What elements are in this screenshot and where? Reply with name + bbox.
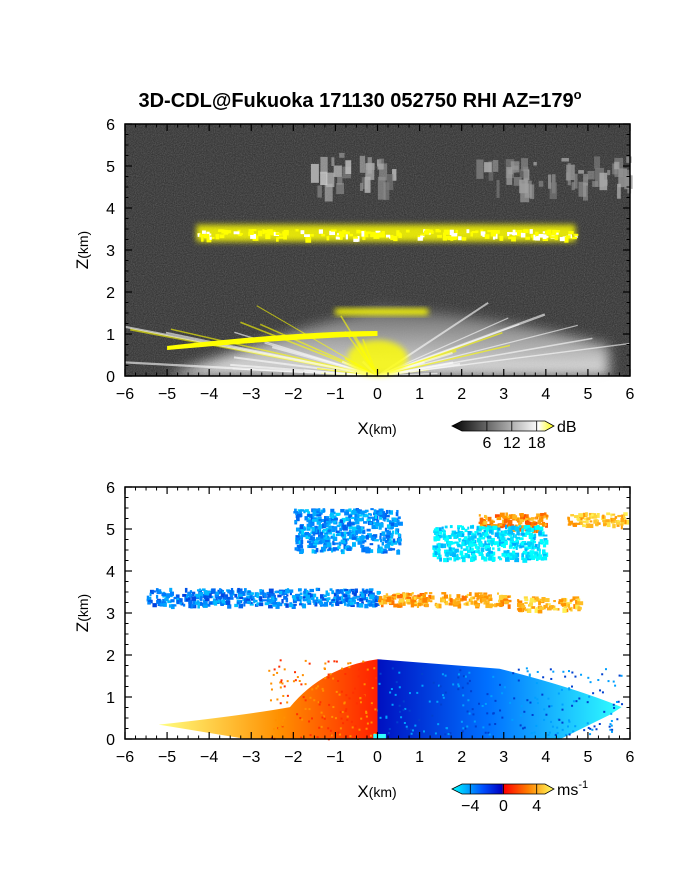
- velocity-panel: −6 −5 −4 −3 −2 −1 0 1 2 3 4 5 6 0 1 2 3 4 5 6 X(km) Z(km) m…: [73, 480, 635, 815]
- velocity-x-tick-label: 5: [583, 749, 592, 766]
- reflectivity-y-tick-label: 3: [106, 243, 115, 260]
- reflectivity-x-tick-label: 3: [499, 386, 508, 403]
- reflectivity-y-tick-label: 6: [106, 117, 115, 134]
- reflectivity-colorbar-tick-label: 6: [482, 435, 491, 452]
- velocity-colorbar-tick-label: 4: [532, 798, 541, 815]
- velocity-colorbar: ms-1 −4 0 4: [451, 779, 588, 815]
- reflectivity-x-tick-label: −5: [158, 386, 176, 403]
- reflectivity-ticks: −6 −5 −4 −3 −2 −1 0 1 2 3 4 5 6 0 1 2 3 4 5 6: [106, 117, 634, 403]
- velocity-colorbar-tick-label: 0: [499, 798, 508, 815]
- velocity-y-tick-label: 3: [106, 606, 115, 623]
- reflectivity-x-tick-label: 2: [457, 386, 466, 403]
- reflectivity-x-tick-label: −4: [200, 386, 218, 403]
- reflectivity-x-tick-label: 6: [626, 386, 635, 403]
- reflectivity-y-tick-label: 2: [106, 285, 115, 302]
- velocity-x-tick-label: −1: [326, 749, 344, 766]
- reflectivity-x-tick-label: 5: [583, 386, 592, 403]
- velocity-colorbar-tick-label: −4: [461, 798, 479, 815]
- velocity-layer-3km-west: [146, 587, 381, 610]
- velocity-field: [146, 508, 630, 741]
- reflectivity-x-tick-label: 1: [415, 386, 424, 403]
- velocity-upper-cloud-far-east: [567, 512, 630, 530]
- velocity-y-axis-label: Z(km): [73, 594, 92, 632]
- velocity-boundary-layer-pos-x: [373, 659, 624, 739]
- reflectivity-x-tick-label: −2: [284, 386, 302, 403]
- velocity-x-tick-label: −3: [242, 749, 260, 766]
- reflectivity-x-tick-label: −1: [326, 386, 344, 403]
- velocity-layer-3km-east: [377, 592, 512, 609]
- reflectivity-boundary-layer: [84, 301, 645, 378]
- reflectivity-x-axis-label: X(km): [357, 419, 396, 438]
- reflectivity-colorbar-bar: [451, 420, 555, 432]
- velocity-layer-3km-far-east: [516, 596, 584, 614]
- velocity-y-tick-label: 6: [106, 480, 115, 497]
- velocity-y-tick-label: 2: [106, 648, 115, 665]
- velocity-x-tick-label: 2: [457, 749, 466, 766]
- velocity-x-tick-label: −4: [200, 749, 218, 766]
- reflectivity-cloud-layer: [310, 152, 397, 202]
- reflectivity-y-tick-label: 5: [106, 159, 115, 176]
- velocity-boundary-layer-neg-x: [158, 659, 379, 741]
- velocity-y-tick-label: 4: [106, 564, 115, 581]
- reflectivity-y-tick-label: 0: [106, 369, 115, 386]
- reflectivity-y-tick-label: 4: [106, 201, 115, 218]
- velocity-x-tick-label: 6: [626, 749, 635, 766]
- velocity-y-tick-label: 1: [106, 690, 115, 707]
- reflectivity-y-tick-label: 1: [106, 327, 115, 344]
- velocity-x-axis-label: X(km): [357, 782, 396, 801]
- reflectivity-x-tick-label: 4: [541, 386, 550, 403]
- reflectivity-colorbar-tick-label: 18: [528, 435, 546, 452]
- velocity-x-tick-label: 4: [541, 749, 550, 766]
- velocity-x-tick-label: −6: [116, 749, 134, 766]
- velocity-colorbar-unit: ms-1: [557, 779, 588, 799]
- velocity-x-tick-label: 0: [373, 749, 382, 766]
- reflectivity-bright-band: [196, 224, 579, 243]
- reflectivity-colorbar-unit: dB: [557, 419, 577, 436]
- velocity-x-tick-label: −2: [284, 749, 302, 766]
- reflectivity-x-tick-label: −6: [116, 386, 134, 403]
- reflectivity-colorbar-tick-label: 12: [503, 435, 521, 452]
- velocity-ticks: −6 −5 −4 −3 −2 −1 0 1 2 3 4 5 6 0 1 2 3 4 5 6: [106, 480, 634, 766]
- chart-title: 3D-CDL@Fukuoka 171130 052750 RHI AZ=179o: [138, 87, 581, 112]
- velocity-y-tick-label: 5: [106, 522, 115, 539]
- reflectivity-colorbar: dB 6 12 18: [451, 419, 577, 452]
- reflectivity-x-tick-label: 0: [373, 386, 382, 403]
- velocity-x-tick-label: 1: [415, 749, 424, 766]
- velocity-colorbar-bar: [451, 783, 555, 795]
- reflectivity-field: [84, 152, 645, 378]
- reflectivity-cloud-layer: [476, 156, 633, 203]
- velocity-upper-cloud-debris: [432, 524, 549, 563]
- reflectivity-x-tick-label: −3: [242, 386, 260, 403]
- velocity-upper-cloud-west: [293, 508, 403, 555]
- velocity-y-tick-label: 0: [106, 732, 115, 749]
- reflectivity-y-axis-label: Z(km): [73, 231, 92, 269]
- velocity-x-tick-label: 3: [499, 749, 508, 766]
- velocity-x-tick-label: −5: [158, 749, 176, 766]
